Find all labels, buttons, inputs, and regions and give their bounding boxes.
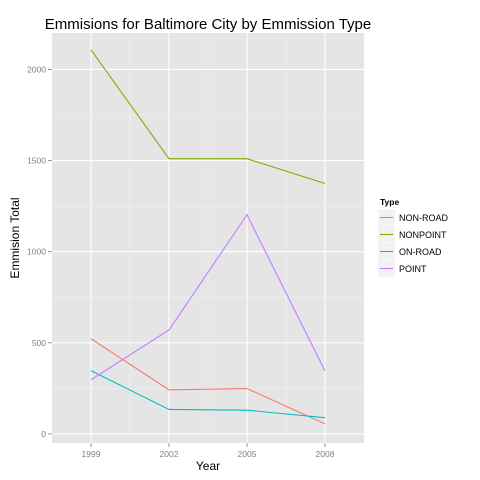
legend-item-non-road: NON-ROAD	[377, 208, 448, 227]
series-line-point	[90, 213, 326, 381]
y-axis-label: Emmision Total	[8, 197, 22, 278]
y-tick-label: 2000	[27, 64, 46, 74]
x-axis-label: Year	[196, 459, 220, 473]
major-gridlines	[52, 33, 364, 443]
series-line-non-road	[90, 338, 326, 425]
y-axis-ticks: 0 500 1000 1500 2000	[27, 64, 52, 439]
legend-title: Type	[380, 197, 399, 207]
legend-item-on-road: ON-ROAD	[377, 242, 442, 261]
legend-label: POINT	[399, 264, 427, 274]
x-axis-ticks: 1999 2002 2005 2008	[82, 443, 335, 459]
y-tick-label: 500	[32, 338, 46, 348]
y-tick-label: 1000	[27, 247, 46, 257]
x-tick-label: 2008	[316, 449, 335, 459]
series-lines	[90, 49, 326, 425]
x-tick-label: 2005	[238, 449, 257, 459]
legend-item-point: POINT	[377, 259, 427, 278]
legend-item-nonpoint: NONPOINT	[377, 225, 447, 244]
legend-label: NONPOINT	[399, 230, 447, 240]
chart-title: Emmisions for Baltimore City by Emmissio…	[45, 16, 371, 33]
legend: Type NON-ROAD NONPOINT ON-ROAD POINT	[377, 197, 448, 278]
minor-gridlines	[52, 33, 364, 443]
x-tick-label: 2002	[160, 449, 179, 459]
series-line-on-road	[90, 370, 326, 419]
x-tick-label: 1999	[82, 449, 101, 459]
series-line-nonpoint	[90, 49, 326, 185]
y-tick-label: 0	[41, 429, 46, 439]
y-tick-label: 1500	[27, 156, 46, 166]
legend-label: NON-ROAD	[399, 213, 448, 223]
legend-label: ON-ROAD	[399, 247, 442, 257]
